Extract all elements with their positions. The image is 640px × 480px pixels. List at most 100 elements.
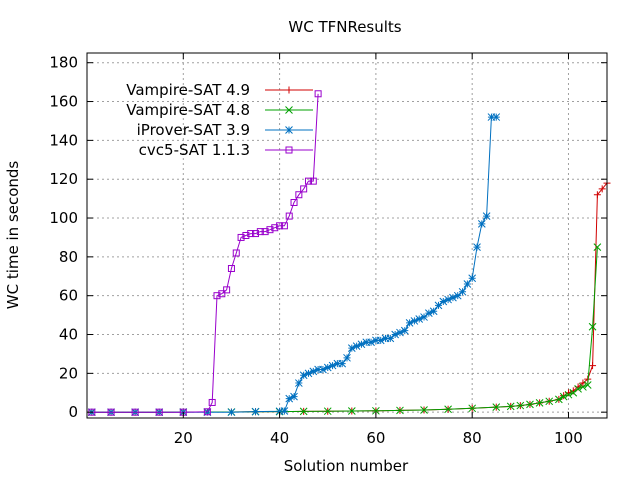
data-point bbox=[482, 212, 491, 220]
y-tick-label: 120 bbox=[49, 170, 78, 188]
data-point bbox=[583, 381, 592, 389]
data-point bbox=[415, 315, 424, 323]
data-point bbox=[155, 408, 163, 416]
data-point bbox=[328, 361, 337, 370]
data-point bbox=[347, 344, 356, 352]
data-point bbox=[468, 274, 477, 283]
data-point bbox=[526, 400, 534, 409]
data-point bbox=[458, 287, 467, 296]
data-point bbox=[439, 297, 448, 306]
data-point bbox=[227, 265, 235, 273]
data-point bbox=[444, 405, 452, 414]
data-point bbox=[237, 233, 245, 241]
x-tick-label: 60 bbox=[366, 429, 385, 447]
data-point bbox=[304, 177, 312, 185]
data-point bbox=[285, 394, 294, 403]
data-point bbox=[396, 328, 404, 337]
legend-marker bbox=[285, 146, 293, 154]
data-point bbox=[535, 399, 544, 407]
data-point bbox=[477, 219, 486, 228]
data-point bbox=[299, 371, 308, 380]
data-point bbox=[593, 243, 602, 252]
x-tick-label: 100 bbox=[554, 429, 583, 447]
y-axis-title: WC time in seconds bbox=[4, 161, 22, 310]
data-point bbox=[343, 353, 351, 362]
data-point bbox=[362, 338, 371, 347]
y-tick-label: 80 bbox=[59, 248, 78, 266]
data-point bbox=[516, 401, 525, 410]
data-point bbox=[247, 230, 255, 238]
y-tick-label: 0 bbox=[68, 403, 78, 421]
data-point bbox=[261, 228, 269, 236]
data-point bbox=[372, 406, 380, 415]
data-point bbox=[579, 383, 587, 391]
legend-marker bbox=[285, 86, 293, 94]
data-point bbox=[319, 365, 327, 374]
data-point bbox=[410, 317, 419, 325]
data-point bbox=[300, 185, 308, 193]
data-point bbox=[352, 342, 361, 351]
y-tick-label: 160 bbox=[49, 93, 78, 111]
data-point bbox=[309, 177, 317, 185]
grid-lines bbox=[87, 53, 607, 418]
data-point bbox=[574, 385, 582, 393]
data-point bbox=[256, 228, 264, 236]
data-point bbox=[309, 367, 318, 376]
x-tick-label: 20 bbox=[174, 429, 193, 447]
data-point bbox=[545, 397, 554, 406]
y-tick-label: 40 bbox=[59, 326, 78, 344]
data-point bbox=[213, 292, 221, 300]
data-point bbox=[251, 407, 260, 416]
data-point bbox=[266, 226, 274, 234]
legend-label: iProver-SAT 3.9 bbox=[137, 121, 250, 139]
series-line bbox=[91, 182, 608, 413]
x-axis-title: Solution number bbox=[284, 457, 409, 475]
data-point bbox=[295, 191, 303, 199]
y-tick-label: 60 bbox=[59, 287, 78, 305]
data-point bbox=[429, 307, 438, 316]
data-point bbox=[588, 322, 597, 331]
y-tick-label: 180 bbox=[49, 54, 78, 72]
data-point bbox=[463, 280, 472, 288]
series-line bbox=[91, 116, 497, 413]
data-point bbox=[223, 286, 231, 294]
data-point bbox=[208, 398, 216, 406]
data-point bbox=[357, 340, 366, 349]
data-point bbox=[559, 392, 568, 401]
data-point bbox=[400, 326, 409, 335]
plot-frame bbox=[86, 52, 608, 419]
data-point bbox=[492, 113, 501, 121]
data-point bbox=[376, 336, 385, 345]
data-point bbox=[386, 334, 395, 343]
data-point bbox=[405, 319, 414, 327]
data-point bbox=[252, 230, 260, 238]
series-3 bbox=[88, 90, 322, 416]
chart-title: WC TFNResults bbox=[288, 18, 401, 36]
ticks: 0 20 40 60 80 100 120 140 160 180 20 40 60 80 100 bbox=[49, 53, 607, 447]
data-point bbox=[367, 338, 375, 347]
data-point bbox=[227, 408, 236, 417]
data-point bbox=[569, 388, 578, 397]
data-point bbox=[280, 222, 288, 230]
data-point bbox=[487, 113, 496, 121]
data-point bbox=[333, 359, 342, 368]
y-tick-label: 140 bbox=[49, 131, 78, 149]
data-point bbox=[424, 309, 433, 318]
series-line bbox=[91, 247, 598, 413]
data-point bbox=[564, 390, 573, 399]
data-point bbox=[276, 222, 284, 230]
legend: Vampire-SAT 4.9 Vampire-SAT 4.8 iProver-SA… bbox=[126, 81, 313, 159]
data-point bbox=[314, 90, 322, 98]
data-point bbox=[299, 407, 308, 416]
data-point bbox=[323, 363, 332, 372]
data-point bbox=[294, 379, 303, 387]
data-point bbox=[473, 243, 481, 252]
data-point bbox=[468, 404, 477, 413]
data-point bbox=[271, 224, 279, 232]
data-point bbox=[275, 407, 284, 416]
series-1 bbox=[87, 243, 602, 417]
data-point bbox=[232, 249, 240, 257]
data-point bbox=[444, 295, 452, 304]
data-point bbox=[492, 403, 501, 411]
data-point bbox=[589, 362, 597, 370]
